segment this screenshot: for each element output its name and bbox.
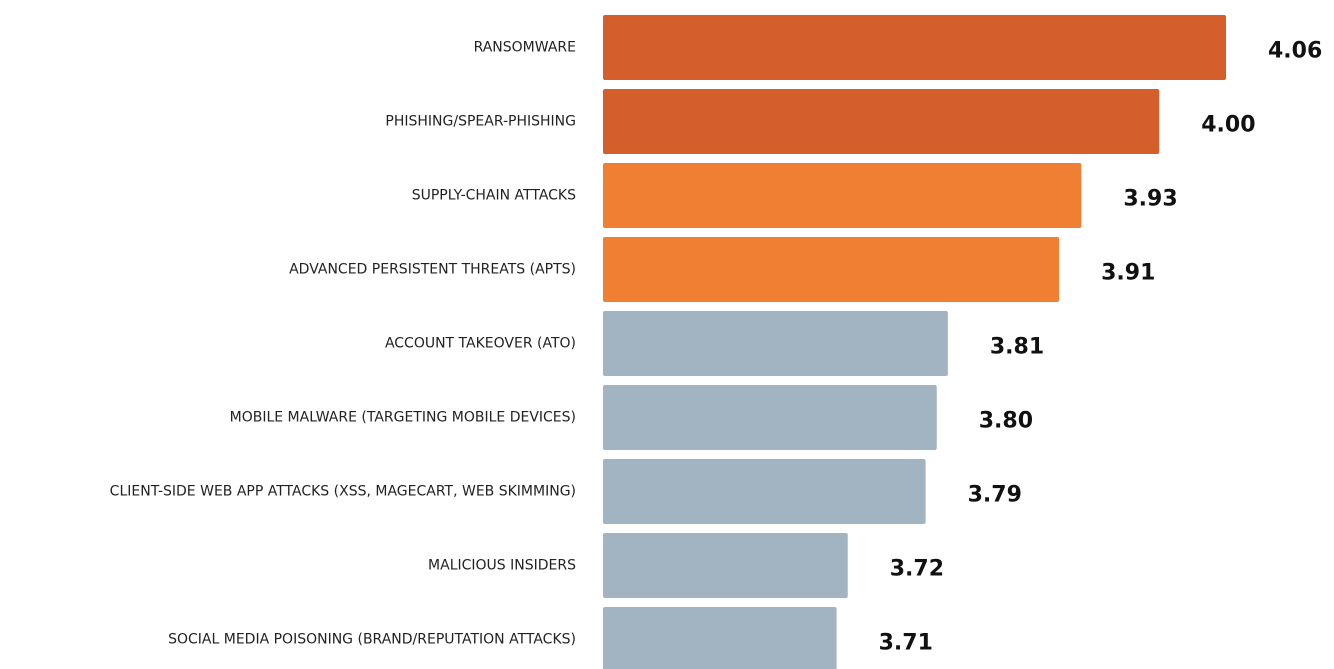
bar <box>603 15 1226 80</box>
value-label: 3.93 <box>1123 187 1177 212</box>
bar <box>603 89 1160 154</box>
value-label: 3.80 <box>979 409 1033 434</box>
bar <box>603 459 926 524</box>
category-label: RANSOMWARE <box>474 40 576 56</box>
category-label: SUPPLY-CHAIN ATTACKS <box>412 188 576 204</box>
value-label: 4.00 <box>1201 113 1255 138</box>
bar <box>603 237 1060 302</box>
category-label: ADVANCED PERSISTENT THREATS (APTS) <box>289 262 576 278</box>
value-label: 3.72 <box>890 557 944 582</box>
category-label: ACCOUNT TAKEOVER (ATO) <box>385 336 576 352</box>
value-label: 4.06 <box>1268 39 1322 64</box>
category-label: SOCIAL MEDIA POISONING (BRAND/REPUTATION… <box>168 632 576 648</box>
bar <box>603 533 848 598</box>
value-label: 3.91 <box>1101 261 1155 286</box>
category-label: PHISHING/SPEAR-PHISHING <box>385 114 576 130</box>
category-label: MOBILE MALWARE (TARGETING MOBILE DEVICES… <box>230 410 576 426</box>
category-label: MALICIOUS INSIDERS <box>428 558 576 574</box>
value-label: 3.71 <box>879 631 933 656</box>
bar <box>603 163 1082 228</box>
value-label: 3.81 <box>990 335 1044 360</box>
bar <box>603 607 837 669</box>
bar <box>603 311 948 376</box>
category-label: CLIENT-SIDE WEB APP ATTACKS (XSS, MAGECA… <box>110 484 576 500</box>
bar <box>603 385 937 450</box>
value-label: 3.79 <box>968 483 1022 508</box>
